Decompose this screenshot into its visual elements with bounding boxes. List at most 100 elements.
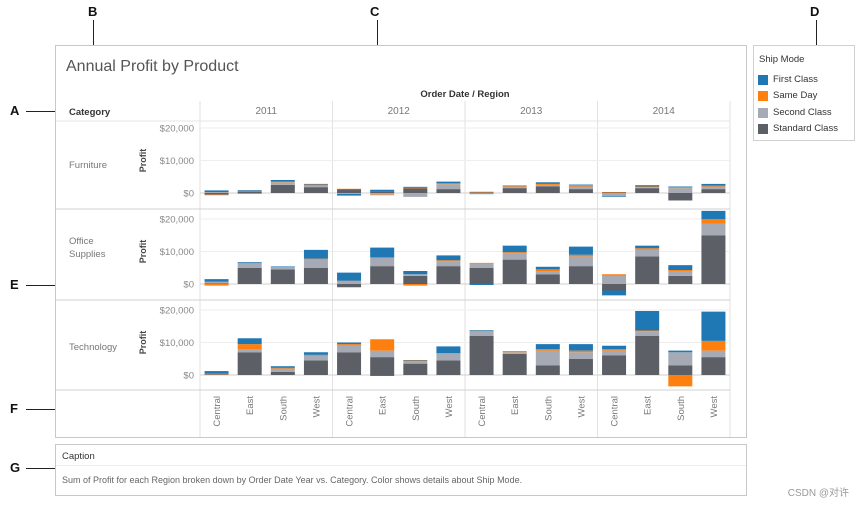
bar-furniture-2013-east-first-class [502,185,527,187]
bar-technology-2011-west-first-class [303,352,328,355]
bar-furniture-2014-east-standard-class [635,188,660,193]
bar-furniture-2011-west-second-class [303,185,328,188]
category-label-office-supplies: Office [69,236,94,247]
bar-furniture-2011-west-first-class [303,183,328,185]
bar-furniture-2013-west-first-class [568,184,593,186]
bar-furniture-2012-central-first-class [337,193,362,196]
bar-technology-2013-central-same-day [469,330,494,332]
caption-title: Caption [62,451,95,462]
bar-office-supplies-2014-east-same-day [635,248,660,250]
bar-furniture-2014-central-second-class [602,193,627,197]
bar-technology-2013-west-second-class [568,352,593,359]
legend-item-second-class[interactable]: Second Class [758,107,832,118]
region-label-2013-west: West [576,396,587,418]
region-label-2012-east: East [378,396,389,415]
bar-technology-2012-central-same-day [337,344,362,346]
bar-office-supplies-2011-south-standard-class [270,269,295,284]
legend-label-standard-class: Standard Class [773,123,838,134]
callout-c: C [370,4,380,19]
region-label-2014-central: Central [610,396,621,427]
bar-technology-2011-central-first-class [204,371,229,374]
legend-item-standard-class[interactable]: Standard Class [758,123,838,134]
region-label-2012-west: West [444,396,455,418]
bar-office-supplies-2013-west-standard-class [568,266,593,284]
bar-technology-2011-west-second-class [303,355,328,361]
bar-office-supplies-2011-east-first-class [237,262,262,264]
callout-a: A [10,103,20,118]
bar-technology-2011-east-standard-class [237,352,262,375]
bar-furniture-2012-south-first-class [403,186,428,188]
y-tick-label-office-supplies-0: $0 [183,280,194,291]
category-label-furniture: Furniture [69,160,107,171]
bar-technology-2013-west-standard-class [568,358,593,375]
bar-office-supplies-2014-central-second-class [602,275,627,284]
legend-swatch-second-class [758,107,768,118]
bar-office-supplies-2013-central-standard-class [469,267,494,284]
bar-furniture-2012-central-second-class [337,193,362,194]
y-tick-label-furniture-0: $0 [183,189,194,200]
bar-office-supplies-2012-central-second-class [337,281,362,284]
callout-e: E [10,277,19,292]
bar-office-supplies-2014-central-first-class [602,290,627,296]
bar-technology-2013-south-same-day [535,349,560,351]
bar-furniture-2014-east-same-day [635,186,660,188]
bar-office-supplies-2013-central-same-day [469,262,494,264]
bar-technology-2011-south-second-class [270,368,295,372]
region-label-2012-central: Central [345,396,356,427]
bar-technology-2011-west-standard-class [303,360,328,375]
bar-furniture-2011-south-first-class [270,180,295,182]
legend-title: Ship Mode [759,54,805,65]
bar-furniture-2014-south-first-class [668,186,693,188]
bar-technology-2012-west-standard-class [436,360,461,375]
region-label-2011-central: Central [212,396,223,427]
bar-technology-2014-east-standard-class [635,336,660,375]
bar-office-supplies-2014-west-standard-class [701,235,726,284]
bar-furniture-2012-west-first-class [436,181,461,184]
bar-office-supplies-2013-east-standard-class [502,259,527,284]
legend-swatch-same-day [758,90,768,101]
bar-technology-2014-central-first-class [602,345,627,349]
bar-office-supplies-2013-south-standard-class [535,274,560,284]
legend-item-first-class[interactable]: First Class [758,74,818,85]
bar-furniture-2012-central-standard-class [337,189,362,193]
region-label-2011-south: South [278,396,289,421]
bar-office-supplies-2013-east-same-day [502,252,527,254]
bar-office-supplies-2012-east-standard-class [370,266,395,284]
bar-furniture-2014-central-first-class [602,196,627,197]
y-tick-label-technology-10000: $10,000 [160,338,194,349]
bar-office-supplies-2012-west-second-class [436,261,461,267]
callout-f: F [10,401,18,416]
callout-b: B [88,4,98,19]
bar-office-supplies-2014-south-standard-class [668,275,693,284]
bar-furniture-2014-east-second-class [635,187,660,189]
bar-technology-2012-west-second-class [436,353,461,361]
bar-technology-2013-central-second-class [469,331,494,336]
caption-divider [56,465,746,466]
legend-swatch-first-class [758,74,768,85]
legend-item-same-day[interactable]: Same Day [758,90,817,101]
bar-technology-2012-south-second-class [403,361,428,364]
callout-g-line [26,468,64,469]
bar-furniture-2011-east-second-class [237,190,262,192]
bar-technology-2013-east-first-class [502,351,527,352]
bar-furniture-2013-central-standard-class [469,192,494,193]
bar-furniture-2011-east-first-class [237,190,262,191]
callout-b-line [93,20,94,53]
bar-office-supplies-2014-central-standard-class [602,284,627,291]
bar-furniture-2013-central-same-day [469,191,494,193]
bar-technology-2013-south-first-class [535,344,560,349]
bar-technology-2014-west-first-class [701,311,726,341]
bar-furniture-2011-south-second-class [270,182,295,185]
bar-office-supplies-2014-south-second-class [668,271,693,276]
year-header-2012: 2012 [388,106,411,117]
region-label-2012-south: South [411,396,422,421]
bar-office-supplies-2011-central-standard-class [204,283,229,284]
bar-furniture-2012-west-second-class [436,184,461,190]
bar-technology-2011-central-same-day [204,373,229,375]
bar-furniture-2012-south-second-class [403,193,428,197]
bar-technology-2013-west-same-day [568,350,593,353]
bar-furniture-2013-south-standard-class [535,186,560,193]
y-tick-label-technology-20000: $20,000 [160,306,194,317]
year-header-2011: 2011 [255,106,277,117]
bar-furniture-2011-east-same-day [237,193,262,194]
